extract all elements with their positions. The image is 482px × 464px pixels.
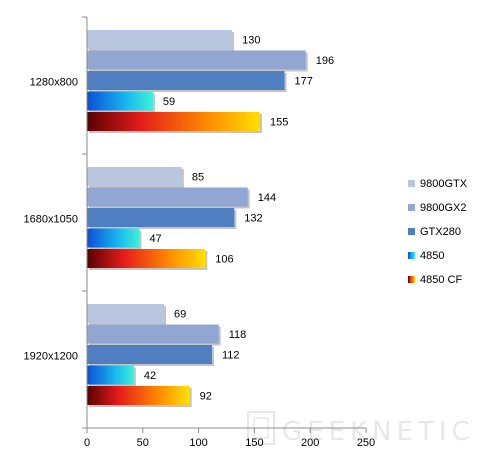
x-tick-label: 250 — [357, 437, 375, 449]
value-label: 155 — [270, 117, 288, 129]
value-label: 92 — [200, 391, 212, 403]
value-label: 177 — [295, 76, 313, 88]
bar-9800gx2-1680x1050 — [87, 187, 248, 207]
x-tick-label: 50 — [137, 437, 149, 449]
legend-label: 4850 CF — [420, 274, 462, 286]
value-label: 69 — [174, 309, 186, 321]
bar-9800gx2-1280x800 — [87, 50, 306, 70]
bar-4850-1280x800 — [87, 91, 153, 111]
value-label: 196 — [316, 55, 334, 67]
category-label: 1280x800 — [30, 76, 78, 88]
x-tick-label: 100 — [189, 437, 207, 449]
bar-4850-1920x1200 — [87, 365, 134, 385]
bar-gtx280-1280x800 — [87, 71, 285, 90]
legend: 9800GTX 9800GX2 GTX280 4850 4850 CF — [408, 178, 468, 286]
value-label: 47 — [149, 233, 161, 245]
bar-4850-cf-1680x1050 — [87, 249, 206, 268]
category-label: 1680x1050 — [24, 213, 78, 225]
legend-swatch — [408, 204, 415, 211]
legend-swatch — [408, 276, 415, 283]
bar-9800gtx-1680x1050 — [87, 167, 182, 186]
bar-4850-cf-1920x1200 — [87, 386, 190, 405]
value-label: 106 — [215, 254, 233, 266]
axes: 1280x800 1680x1050 1920x1200 0 50 100 150 200 25… — [24, 16, 375, 449]
value-label: 112 — [222, 350, 240, 362]
legend-label: 9800GTX — [420, 178, 468, 190]
category-label: 1920x1200 — [24, 350, 78, 362]
x-tick-label: 200 — [301, 437, 319, 449]
x-tick-label: 0 — [84, 437, 90, 449]
bar-4850-cf-1280x800 — [87, 112, 260, 131]
legend-label: 9800GX2 — [420, 202, 466, 214]
bar-9800gx2-1920x1200 — [87, 324, 219, 344]
legend-label: GTX280 — [420, 226, 461, 238]
value-label: 42 — [144, 370, 156, 382]
legend-swatch — [408, 252, 415, 259]
value-label: 85 — [192, 172, 204, 184]
value-label: 130 — [242, 35, 260, 47]
value-label: 59 — [163, 96, 175, 108]
bar-gtx280-1920x1200 — [87, 345, 212, 364]
x-tick-label: 150 — [245, 437, 263, 449]
bar-9800gtx-1280x800 — [87, 30, 233, 49]
value-label: 118 — [229, 329, 247, 341]
value-label: 132 — [244, 213, 262, 225]
legend-label: 4850 — [420, 250, 444, 262]
value-label: 144 — [258, 192, 276, 204]
legend-swatch — [408, 228, 415, 235]
watermark-text: GEEKNETIC — [282, 417, 475, 447]
bar-9800gtx-1920x1200 — [87, 304, 165, 323]
bar-gtx280-1680x1050 — [87, 208, 235, 227]
bar-4850-1680x1050 — [87, 228, 140, 248]
watermark-logo: GEEKNETIC — [247, 411, 475, 447]
legend-swatch — [408, 180, 415, 187]
